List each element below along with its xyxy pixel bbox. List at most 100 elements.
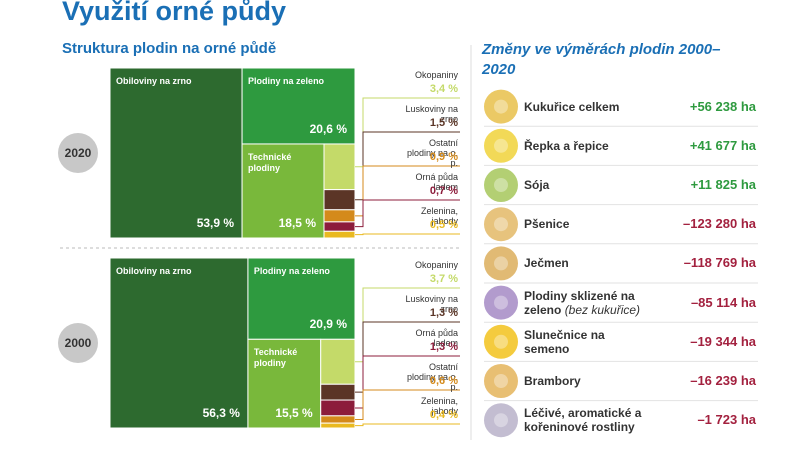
- crop-name: Sója: [524, 178, 649, 192]
- crop-icon-center: [494, 99, 508, 114]
- segment-label: Plodiny na zeleno: [253, 266, 330, 276]
- segment-value: 0,7 %: [429, 185, 458, 197]
- crop-change: +41 677 ha: [689, 137, 756, 153]
- crop-icon: [484, 364, 518, 398]
- crop-name: Řepka a řepice: [524, 139, 649, 153]
- leader-line: [355, 423, 460, 427]
- treemap-cell: [320, 338, 356, 385]
- section-title: Struktura plodin na orné půdě: [62, 40, 277, 57]
- crop-name-text: Slunečnice na semeno: [524, 327, 605, 356]
- segment-label: Obiloviny na zrno: [116, 266, 192, 276]
- leader-line: [355, 233, 460, 236]
- crop-icon: [484, 89, 518, 124]
- leader-line: [355, 199, 460, 228]
- segment-label: Zelenina, jahody: [420, 206, 458, 226]
- crop-change: –1 723 ha: [697, 412, 756, 428]
- crop-icon-center: [494, 138, 508, 153]
- segment-label: Plodiny na zeleno: [248, 76, 325, 86]
- crop-icon: [484, 168, 518, 202]
- segment-label: Okopaniny: [414, 70, 458, 80]
- crop-note: (bez kukuřice): [564, 302, 641, 317]
- crop-icon-center: [494, 178, 508, 192]
- segment-value: 20,6 %: [309, 121, 347, 136]
- crop-change: –19 344 ha: [690, 333, 756, 349]
- segment-label: Obiloviny na zrno: [116, 76, 192, 86]
- segment-value: 3,7 %: [429, 273, 458, 285]
- crop-name-text: Pšenice: [524, 217, 570, 232]
- crop-change: –16 239 ha: [690, 373, 756, 388]
- segment-label: Luskoviny na zrno: [405, 294, 458, 314]
- crop-change: –85 114 ha: [690, 294, 756, 310]
- crop-name-text: Léčivé, aromatické a kořeninové rostliny: [524, 406, 642, 435]
- treemap-cell: [320, 399, 356, 417]
- treemap-cell: [323, 143, 356, 191]
- segment-label: Ostatní plodiny na o. p.: [406, 138, 458, 168]
- segment-value: 0,4 %: [429, 409, 458, 421]
- crop-name: Brambory: [524, 374, 649, 388]
- treemap-cell: [320, 383, 356, 401]
- segment-value: 3,4 %: [429, 83, 458, 95]
- leader-line: [355, 355, 460, 409]
- treemap-cell: [323, 209, 356, 223]
- crop-name-text: Plodiny sklizené na zeleno: [524, 288, 635, 317]
- crop-change: +11 825 ha: [690, 177, 756, 192]
- crop-icon-center: [494, 217, 508, 232]
- crop-name: Léčivé, aromatické a kořeninové rostliny: [524, 406, 649, 434]
- crop-icon-center: [494, 334, 508, 349]
- segment-label: Okopaniny: [414, 260, 458, 270]
- crop-name: Ječmen: [524, 256, 649, 270]
- segment-value: 53,9 %: [196, 216, 235, 230]
- crop-name: Kukuřice celkem: [524, 100, 649, 114]
- segment-label: Zelenina, jahody: [420, 396, 458, 416]
- crop-icon: [484, 246, 518, 281]
- segment-value: 56,3 %: [202, 406, 240, 420]
- leader-line: [355, 389, 460, 420]
- crop-name-text: Brambory: [524, 374, 581, 388]
- segment-value: 0,9 %: [429, 151, 458, 163]
- segment-label: Orná půda ladem: [415, 172, 458, 192]
- treemap-cell: [323, 230, 356, 239]
- treemap-cell: [247, 338, 322, 429]
- year-badge: 2020: [58, 133, 98, 173]
- segment-value: 0,5 %: [429, 219, 458, 231]
- crop-name-text: Ječmen: [524, 256, 569, 271]
- segment-value: 1,3 %: [429, 307, 458, 319]
- segment-value: 20,9 %: [309, 317, 347, 332]
- crop-icon-center: [494, 295, 508, 310]
- segment-value: 1,5 %: [429, 117, 458, 129]
- crop-change: –123 280 ha: [682, 216, 756, 232]
- treemap-cell: [320, 415, 356, 424]
- crop-icon: [484, 128, 518, 163]
- segment-label: Orná půda ladem: [415, 328, 458, 348]
- section-title: Změny ve výměrách plodin 2000–2020: [482, 41, 721, 78]
- treemap-cell: [109, 67, 243, 239]
- crop-name: Plodiny sklizené na zeleno (bez kukuřice…: [524, 289, 649, 317]
- crop-icon-center: [494, 413, 508, 428]
- segment-label: Technické plodiny: [248, 151, 292, 173]
- crop-icon: [484, 285, 518, 320]
- treemap-cell: [247, 257, 356, 340]
- crop-icon: [484, 207, 518, 242]
- segment-label: Technické plodiny: [253, 347, 298, 369]
- segment-label: Luskoviny na zrno: [405, 104, 458, 124]
- crop-change: +56 238 ha: [689, 98, 756, 114]
- year-badge: 2000: [58, 323, 98, 363]
- crop-name-text: Řepka a řepice: [524, 138, 609, 153]
- crop-name-text: Sója: [524, 178, 550, 192]
- segment-label: Ostatní plodiny na o. p.: [406, 362, 458, 392]
- treemap-cell: [323, 189, 356, 211]
- segment-value: 0,6 %: [429, 375, 458, 387]
- treemap-cell: [109, 257, 249, 429]
- crop-icon-center: [494, 374, 508, 388]
- crop-icon: [484, 324, 518, 359]
- page-title: Využití orné půdy: [62, 0, 287, 26]
- segment-value: 1,3 %: [429, 341, 458, 353]
- crop-name-text: Kukuřice celkem: [524, 99, 620, 114]
- treemap-cell: [320, 422, 356, 429]
- segment-value: 18,5 %: [278, 216, 316, 230]
- crop-icon: [484, 403, 518, 438]
- segment-value: 15,5 %: [275, 406, 313, 420]
- crop-name: Pšenice: [524, 217, 649, 231]
